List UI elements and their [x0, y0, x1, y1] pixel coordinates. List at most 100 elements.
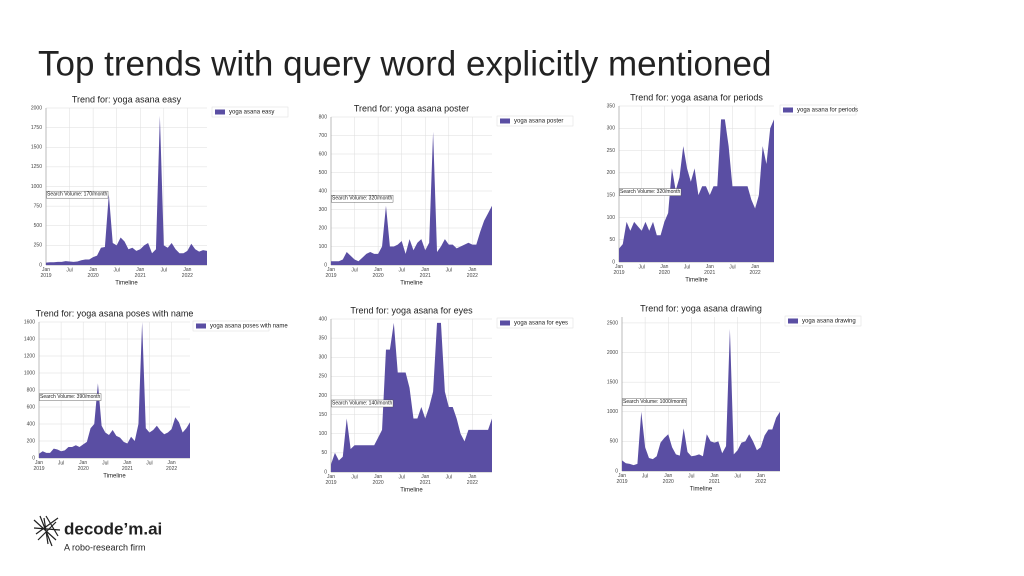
x-tick-label: Jan 2020	[373, 474, 384, 486]
legend-swatch	[500, 118, 510, 124]
x-axis-label: Timeline	[103, 474, 126, 480]
x-tick-line: 2021	[709, 479, 720, 485]
x-tick-line: 2019	[613, 270, 624, 276]
annotation: Search Volume: 170/month	[47, 192, 108, 198]
x-tick-line: 2021	[420, 273, 431, 279]
legend-label: yoga asana easy	[229, 110, 274, 116]
x-tick-label: Jan 2021	[420, 474, 431, 486]
y-tick-label: 250	[319, 374, 328, 380]
y-tick-label: 0	[39, 262, 42, 268]
x-tick-label: Jul	[446, 474, 452, 480]
x-tick-line: 2019	[325, 480, 336, 486]
y-tick-label: 100	[319, 244, 328, 250]
y-tick-label: 0	[612, 259, 615, 265]
x-tick-label: Jul	[351, 267, 357, 273]
x-tick-label: Jul	[398, 474, 404, 480]
x-tick-label: Jul	[351, 474, 357, 480]
x-tick-line: 2020	[663, 479, 674, 485]
y-tick-label: 50	[609, 237, 615, 243]
x-tick-line: 2021	[122, 466, 133, 472]
y-tick-label: 1500	[607, 379, 618, 385]
x-tick-label: Jul	[688, 473, 694, 479]
y-tick-label: 800	[27, 387, 36, 393]
x-tick-label: Jan 2022	[467, 474, 478, 486]
x-tick-label: Jul	[113, 267, 119, 273]
x-tick-line: Jan	[374, 474, 382, 480]
x-tick-label: Jul	[729, 264, 735, 270]
logo-icon	[33, 515, 61, 547]
x-tick-line: Jan	[89, 267, 97, 273]
x-tick-line: 2022	[166, 466, 177, 472]
logo-tagline: A robo-research firm	[64, 542, 146, 552]
x-tick-label: Jan 2022	[750, 264, 761, 276]
y-tick-label: 400	[319, 316, 328, 322]
x-tick-line: Jan	[374, 267, 382, 273]
x-tick-label: Jan 2022	[166, 460, 177, 472]
y-tick-label: 500	[34, 223, 43, 229]
chart-title: Trend for: yoga asana drawing	[640, 303, 762, 313]
y-tick-label: 2000	[607, 350, 618, 356]
y-tick-label: 800	[319, 114, 328, 120]
y-tick-label: 2500	[607, 320, 618, 326]
y-tick-label: 1000	[24, 370, 35, 376]
y-tick-label: 750	[34, 203, 43, 209]
y-tick-label: 50	[321, 450, 327, 456]
y-tick-label: 350	[319, 335, 328, 341]
x-tick-line: 2021	[704, 270, 715, 276]
legend-swatch	[788, 318, 798, 324]
x-tick-line: 2020	[78, 466, 89, 472]
chart-title: Trend for: yoga asana poses with name	[36, 308, 194, 318]
area	[331, 322, 492, 472]
area	[619, 119, 774, 262]
legend-frame	[496, 115, 574, 127]
y-tick-label: 1750	[31, 125, 42, 131]
annotation: Search Volume: 320/month	[620, 189, 681, 195]
y-tick-label: 250	[34, 243, 43, 249]
x-tick-line: 2019	[616, 479, 627, 485]
x-tick-label: Jan 2021	[135, 267, 146, 279]
y-tick-label: 1500	[31, 145, 42, 151]
x-axis-label: Timeline	[400, 488, 423, 494]
y-tick-label: 400	[27, 421, 36, 427]
x-tick-label: Jan 2019	[613, 264, 624, 276]
legend-label: yoga asana for eyes	[514, 321, 568, 327]
x-tick-line: Jan	[123, 460, 131, 466]
annotation-box	[331, 195, 394, 203]
x-tick-line: 2019	[33, 466, 44, 472]
y-tick-label: 1250	[31, 164, 42, 170]
annotation: Search Volume: 1000/month	[623, 399, 686, 405]
y-tick-label: 500	[319, 170, 328, 176]
y-tick-label: 1000	[31, 184, 42, 190]
x-tick-line: 2020	[373, 273, 384, 279]
x-tick-line: 2021	[135, 273, 146, 279]
annotation-box	[46, 190, 109, 199]
y-tick-label: 150	[319, 412, 328, 418]
y-tick-label: 600	[319, 151, 328, 157]
y-tick-label: 2000	[31, 105, 42, 111]
x-tick-label: Jan 2022	[467, 267, 478, 279]
x-tick-line: Jan	[421, 267, 429, 273]
legend-label: yoga asana drawing	[802, 319, 856, 325]
y-tick-label: 1000	[607, 409, 618, 415]
x-tick-label: Jul	[398, 267, 404, 273]
annotation: Search Volume: 390/month	[40, 394, 101, 400]
y-tick-label: 0	[324, 262, 327, 268]
x-tick-line: Jan	[42, 267, 50, 273]
x-tick-label: Jul	[734, 473, 740, 479]
x-tick-line: Jan	[757, 473, 765, 479]
y-tick-label: 100	[607, 215, 616, 221]
x-tick-label: Jan 2019	[40, 267, 51, 279]
x-tick-line: Jan	[136, 267, 144, 273]
area	[622, 328, 780, 471]
x-axis-label: Timeline	[400, 281, 423, 287]
area	[39, 322, 190, 458]
x-tick-line: Jan	[706, 264, 714, 270]
annotation-box	[622, 398, 688, 406]
chart-title: Trend for: yoga asana for eyes	[350, 305, 473, 315]
x-tick-line: Jan	[168, 460, 176, 466]
x-tick-label: Jan 2020	[659, 264, 670, 276]
x-tick-label: Jul	[58, 460, 64, 466]
x-tick-label: Jul	[684, 264, 690, 270]
chart-title: Trend for: yoga asana poster	[354, 103, 469, 113]
x-tick-line: Jan	[79, 460, 87, 466]
